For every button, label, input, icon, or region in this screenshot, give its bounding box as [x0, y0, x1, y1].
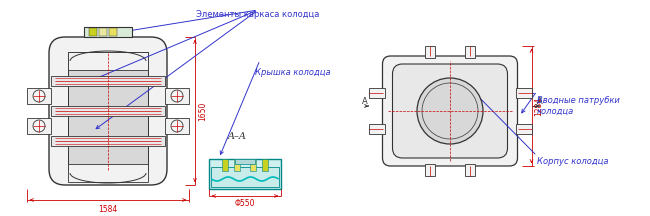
Text: Крышка колодца: Крышка колодца [255, 68, 331, 77]
Text: 1584: 1584 [98, 205, 118, 214]
Bar [465, 164, 475, 176]
Bar [515, 124, 532, 134]
Bar [51, 76, 165, 86]
Bar [84, 27, 132, 37]
Text: Φ550: Φ550 [235, 199, 255, 208]
Bar [235, 159, 255, 164]
Bar [425, 164, 435, 176]
Text: Вводные патрубки
колодца: Вводные патрубки колодца [537, 96, 620, 115]
Bar [68, 52, 148, 70]
Bar [109, 28, 117, 36]
Bar [250, 159, 256, 171]
Text: Элементы каркаса колодца: Элементы каркаса колодца [196, 10, 320, 19]
Bar [209, 159, 281, 189]
Bar [211, 167, 279, 187]
Bar [515, 88, 532, 98]
Bar [465, 46, 475, 58]
Bar [68, 52, 148, 170]
Circle shape [171, 90, 183, 102]
Bar [262, 159, 268, 171]
Bar [425, 46, 435, 58]
Text: Корпус колодца: Корпус колодца [537, 157, 608, 165]
Bar [165, 88, 189, 104]
Bar [165, 118, 189, 134]
Bar [27, 118, 51, 134]
Circle shape [33, 120, 45, 132]
Bar [369, 124, 385, 134]
Bar [234, 159, 240, 171]
Text: 1284: 1284 [534, 96, 543, 116]
Bar [27, 88, 51, 104]
Circle shape [171, 120, 183, 132]
Bar [51, 136, 165, 146]
Circle shape [417, 78, 483, 144]
Bar [89, 28, 97, 36]
Text: 1650: 1650 [198, 101, 207, 121]
Circle shape [33, 90, 45, 102]
FancyBboxPatch shape [49, 37, 167, 185]
FancyBboxPatch shape [393, 64, 508, 158]
Bar [369, 88, 385, 98]
Bar [222, 159, 228, 171]
FancyBboxPatch shape [382, 56, 517, 166]
Bar [99, 28, 107, 36]
Text: A–A: A–A [227, 132, 246, 141]
Text: A: A [361, 97, 367, 106]
Text: A: A [537, 97, 542, 106]
Bar [51, 106, 165, 116]
Bar [68, 164, 148, 182]
